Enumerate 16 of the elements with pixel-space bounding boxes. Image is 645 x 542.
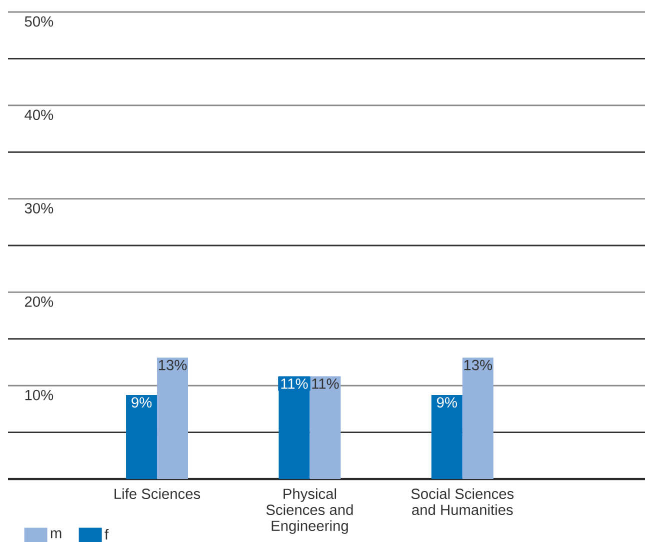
y-tick-label: 30%: [24, 203, 54, 214]
data-label: 11%: [281, 378, 308, 389]
y-tick-label: 20%: [25, 296, 54, 307]
x-tick-label: Social Sciences and Humanities: [411, 488, 514, 516]
data-label: 13%: [464, 360, 492, 370]
y-tick-label: 50%: [24, 16, 54, 27]
x-tick-label: Physical Sciences and Engineering: [266, 488, 353, 534]
y-tick-label: 10%: [25, 390, 54, 400]
legend-label: m: [50, 530, 62, 538]
data-label: 9%: [132, 397, 152, 408]
x-tick-label: Life Sciences: [114, 488, 200, 500]
data-label: 11%: [312, 378, 339, 389]
legend-label: f: [104, 528, 109, 540]
data-label: 9%: [436, 397, 457, 408]
y-tick-label: 40%: [24, 110, 54, 120]
data-label: 13%: [158, 360, 187, 370]
